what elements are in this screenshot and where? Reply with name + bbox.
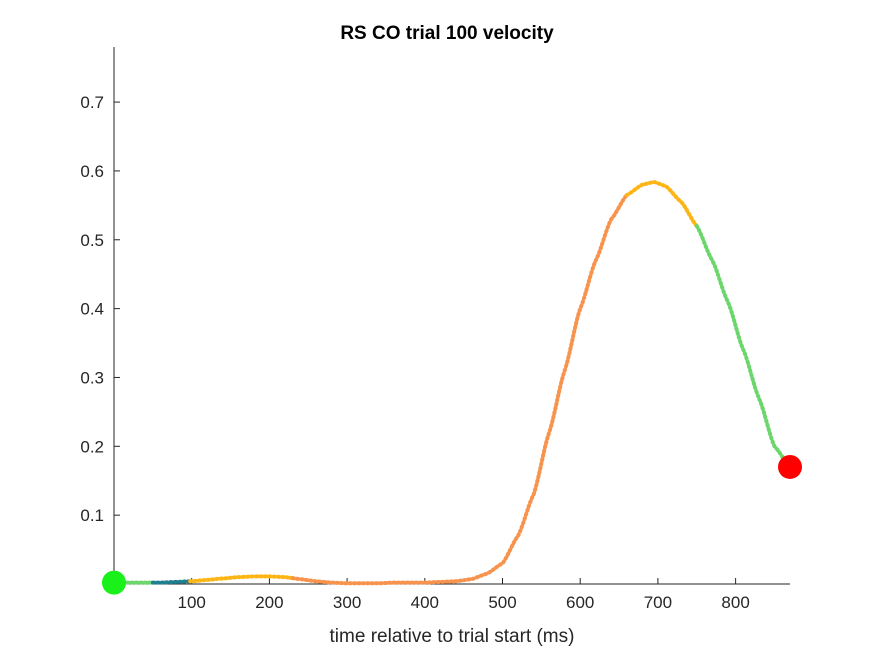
x-tick-label: 500 [488, 593, 516, 612]
x-tick-label: 400 [411, 593, 439, 612]
series-segment [694, 224, 792, 469]
series-segment [188, 574, 295, 584]
y-tick-label: 0.7 [80, 93, 104, 112]
series-segment [624, 180, 699, 228]
x-tick-label: 700 [644, 593, 672, 612]
axis-ticks: 100 200 300 400 500 600 700 800 0.1 0.2 0.3 0.4 0.5 0… [80, 93, 749, 612]
y-tick-label: 0.3 [80, 368, 104, 387]
y-tick-label: 0.1 [80, 506, 104, 525]
x-tick-label: 600 [566, 593, 594, 612]
marker-layer [102, 454, 802, 595]
y-tick-label: 0.6 [80, 162, 104, 181]
x-tick-label: 800 [721, 593, 749, 612]
plot-area [113, 47, 790, 585]
series-segment [150, 579, 193, 585]
y-tick-label: 0.4 [80, 300, 104, 319]
series-layer [112, 180, 792, 586]
series-segment [290, 193, 629, 586]
end-marker [778, 454, 802, 479]
x-tick-label: 200 [255, 593, 283, 612]
y-tick-label: 0.5 [80, 231, 104, 250]
start-marker [102, 570, 126, 595]
x-axis-label: time relative to trial start (ms) [330, 626, 575, 647]
y-tick-label: 0.2 [80, 437, 104, 456]
chart-title: RS CO trial 100 velocity [340, 23, 554, 44]
x-tick-label: 300 [333, 593, 361, 612]
x-tick-label: 100 [178, 593, 206, 612]
